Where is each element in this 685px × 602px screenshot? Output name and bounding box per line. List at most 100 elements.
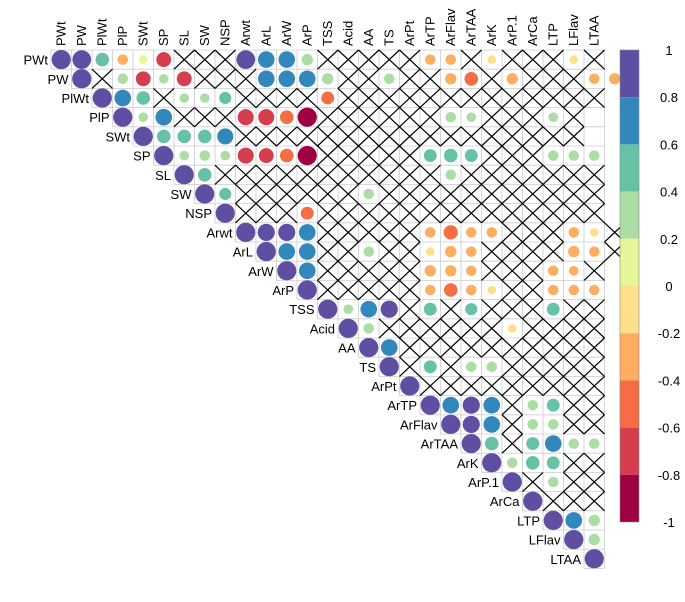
correlation-circle xyxy=(544,435,562,452)
nonsignificant-cross xyxy=(317,107,339,128)
nonsignificant-cross xyxy=(235,203,257,224)
row-label: ArL xyxy=(233,245,253,260)
nonsignificant-cross xyxy=(317,164,339,185)
correlation-circle xyxy=(199,93,210,103)
nonsignificant-cross xyxy=(153,87,175,109)
nonsignificant-cross xyxy=(317,126,339,147)
legend-swatch xyxy=(620,380,639,428)
correlation-circle xyxy=(138,55,148,64)
nonsignificant-cross xyxy=(563,203,585,224)
correlation-circle xyxy=(197,129,212,144)
column-label: PWt xyxy=(53,21,68,46)
nonsignificant-cross xyxy=(440,337,462,358)
row-label: NSP xyxy=(185,206,212,221)
correlation-circle xyxy=(95,52,110,67)
nonsignificant-cross xyxy=(460,164,482,185)
nonsignificant-cross xyxy=(235,126,257,147)
nonsignificant-cross xyxy=(460,318,482,339)
nonsignificant-cross xyxy=(419,203,441,224)
correlation-circle xyxy=(300,206,314,220)
row-label: PWt xyxy=(23,53,48,68)
nonsignificant-cross xyxy=(378,203,400,224)
row-label: LTP xyxy=(517,513,540,528)
nonsignificant-cross xyxy=(481,203,503,224)
nonsignificant-cross xyxy=(296,126,318,147)
nonsignificant-cross xyxy=(378,49,400,70)
row-label: ArTAA xyxy=(421,437,459,452)
column-label: ArK xyxy=(484,24,499,46)
legend-tick-label: 0.2 xyxy=(660,232,678,247)
correlation-circle xyxy=(445,169,457,181)
correlation-circle xyxy=(219,187,232,201)
nonsignificant-cross xyxy=(542,356,564,377)
nonsignificant-cross xyxy=(440,126,462,147)
nonsignificant-cross xyxy=(235,68,257,89)
legend-tick-label: -0.4 xyxy=(658,373,680,388)
correlation-circle xyxy=(423,149,437,163)
nonsignificant-cross xyxy=(501,375,523,397)
nonsignificant-cross xyxy=(522,107,544,128)
nonsignificant-cross xyxy=(440,318,462,339)
row-label: TSS xyxy=(289,302,315,317)
nonsignificant-cross xyxy=(419,107,441,128)
nonsignificant-cross xyxy=(563,452,585,473)
correlation-circle xyxy=(483,416,501,433)
nonsignificant-cross xyxy=(235,164,257,185)
nonsignificant-cross xyxy=(522,126,544,147)
nonsignificant-cross xyxy=(317,49,339,70)
nonsignificant-cross xyxy=(399,68,421,89)
correlation-circle xyxy=(363,246,375,257)
correlation-circle xyxy=(174,165,194,185)
correlation-circle xyxy=(236,222,256,242)
nonsignificant-cross xyxy=(358,164,380,185)
nonsignificant-cross xyxy=(481,183,503,205)
column-label: Arwt xyxy=(238,20,253,46)
nonsignificant-cross xyxy=(460,375,482,397)
correlation-circle xyxy=(565,512,583,529)
nonsignificant-cross xyxy=(542,126,564,147)
column-label: NSP xyxy=(217,19,232,46)
correlation-circle xyxy=(526,437,540,451)
row-label: SL xyxy=(155,168,171,183)
nonsignificant-cross xyxy=(440,356,462,377)
nonsignificant-cross xyxy=(583,375,605,397)
nonsignificant-cross xyxy=(399,260,421,281)
nonsignificant-cross xyxy=(358,279,380,301)
correlation-circle xyxy=(547,265,559,277)
correlation-circle xyxy=(568,227,580,238)
nonsignificant-cross xyxy=(296,164,318,185)
nonsignificant-cross xyxy=(522,356,544,377)
nonsignificant-cross xyxy=(173,107,195,128)
nonsignificant-cross xyxy=(522,145,544,166)
nonsignificant-cross xyxy=(542,203,564,224)
correlation-circle xyxy=(462,396,480,414)
nonsignificant-cross xyxy=(481,126,503,147)
nonsignificant-cross xyxy=(214,164,236,185)
row-label: PlWt xyxy=(62,91,90,106)
nonsignificant-cross xyxy=(337,87,359,109)
correlation-circle xyxy=(360,300,378,318)
correlation-circle xyxy=(278,51,296,68)
nonsignificant-cross xyxy=(337,241,359,262)
nonsignificant-cross xyxy=(399,126,421,147)
correlation-circle xyxy=(588,284,600,296)
correlation-circle xyxy=(487,55,497,64)
nonsignificant-cross xyxy=(501,433,523,454)
nonsignificant-cross xyxy=(583,87,605,109)
correlation-circle xyxy=(588,150,600,161)
row-label: ArFlav xyxy=(400,417,438,432)
correlation-circle xyxy=(220,150,231,161)
nonsignificant-cross xyxy=(378,183,400,205)
nonsignificant-cross xyxy=(522,279,544,301)
nonsignificant-cross xyxy=(522,164,544,185)
nonsignificant-cross xyxy=(583,49,605,70)
nonsignificant-cross xyxy=(399,318,421,339)
nonsignificant-cross xyxy=(255,164,277,185)
nonsignificant-cross xyxy=(542,491,564,512)
nonsignificant-cross xyxy=(337,260,359,281)
nonsignificant-cross xyxy=(440,183,462,205)
correlation-circle xyxy=(525,456,540,470)
correlation-circle xyxy=(506,73,518,85)
correlation-circle xyxy=(443,283,458,297)
nonsignificant-cross xyxy=(399,337,421,358)
